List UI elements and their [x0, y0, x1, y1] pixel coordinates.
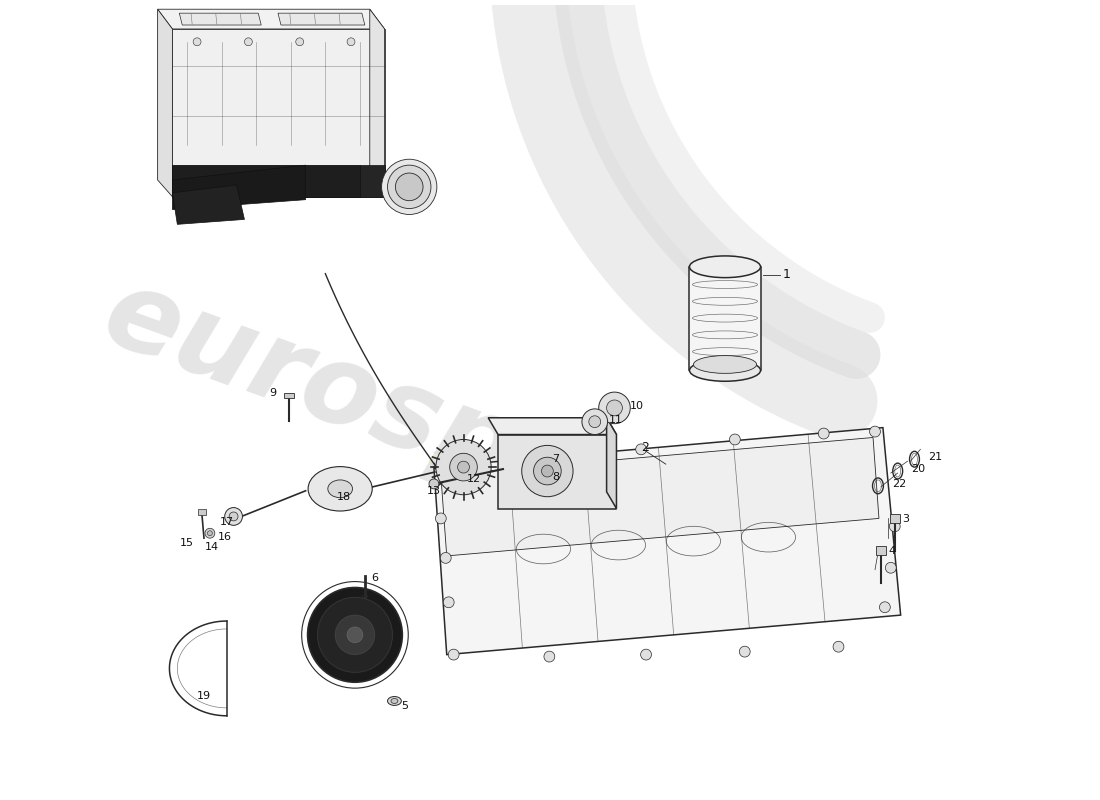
Circle shape	[606, 400, 623, 416]
Circle shape	[582, 409, 607, 434]
Polygon shape	[284, 393, 294, 398]
Polygon shape	[488, 418, 616, 434]
Polygon shape	[876, 546, 886, 555]
Polygon shape	[370, 10, 385, 197]
Polygon shape	[498, 434, 616, 509]
Text: 5: 5	[402, 701, 408, 711]
Polygon shape	[173, 165, 306, 210]
Circle shape	[636, 444, 647, 454]
Circle shape	[818, 428, 829, 439]
Text: 14: 14	[205, 542, 219, 552]
Circle shape	[348, 627, 363, 642]
Circle shape	[588, 416, 601, 428]
Circle shape	[440, 553, 451, 563]
Circle shape	[729, 434, 740, 445]
Circle shape	[348, 38, 355, 46]
Polygon shape	[198, 509, 206, 515]
Polygon shape	[441, 438, 879, 556]
Circle shape	[296, 38, 304, 46]
Text: 9: 9	[270, 388, 276, 398]
Circle shape	[318, 598, 393, 672]
Circle shape	[886, 562, 896, 573]
Ellipse shape	[690, 256, 760, 278]
Text: 11: 11	[608, 414, 623, 425]
Circle shape	[443, 597, 454, 608]
Circle shape	[521, 446, 573, 497]
Text: 15: 15	[180, 538, 195, 548]
Circle shape	[205, 528, 214, 538]
Polygon shape	[606, 418, 616, 509]
Text: 7: 7	[552, 454, 560, 464]
Polygon shape	[690, 266, 760, 370]
Text: 18: 18	[337, 492, 351, 502]
Circle shape	[229, 512, 238, 521]
Circle shape	[543, 651, 554, 662]
Polygon shape	[157, 10, 385, 29]
Polygon shape	[179, 13, 261, 25]
Ellipse shape	[308, 466, 372, 511]
Text: 20: 20	[912, 464, 925, 474]
Text: 3: 3	[903, 514, 910, 525]
Text: 10: 10	[630, 401, 645, 411]
Text: 12: 12	[466, 474, 481, 484]
Polygon shape	[433, 428, 901, 654]
Polygon shape	[157, 10, 173, 197]
Polygon shape	[173, 185, 244, 224]
Text: 16: 16	[218, 532, 232, 542]
Circle shape	[336, 615, 375, 654]
Text: 19: 19	[197, 691, 211, 701]
Circle shape	[534, 458, 561, 485]
Polygon shape	[173, 165, 360, 197]
Circle shape	[436, 513, 447, 524]
Circle shape	[739, 646, 750, 657]
Circle shape	[598, 392, 630, 424]
Circle shape	[436, 439, 491, 494]
Circle shape	[387, 165, 431, 209]
Ellipse shape	[328, 480, 352, 498]
Text: 17: 17	[220, 518, 233, 527]
Circle shape	[879, 602, 890, 613]
Circle shape	[448, 649, 459, 660]
Circle shape	[429, 479, 439, 489]
Text: 6: 6	[371, 573, 377, 582]
Text: 2: 2	[641, 441, 649, 454]
Polygon shape	[173, 29, 385, 197]
Ellipse shape	[387, 697, 402, 706]
Polygon shape	[278, 13, 365, 25]
Circle shape	[542, 456, 553, 466]
Polygon shape	[890, 514, 900, 523]
Ellipse shape	[690, 359, 760, 382]
Circle shape	[450, 454, 477, 481]
Circle shape	[870, 426, 880, 437]
Text: 1: 1	[782, 268, 790, 281]
Circle shape	[194, 38, 201, 46]
Circle shape	[244, 38, 252, 46]
Text: 8: 8	[552, 472, 560, 482]
Circle shape	[448, 470, 459, 482]
Circle shape	[308, 587, 403, 682]
Ellipse shape	[693, 355, 757, 374]
Circle shape	[833, 642, 844, 652]
Circle shape	[640, 649, 651, 660]
Text: a passion for parts since 1985: a passion for parts since 1985	[425, 443, 828, 614]
Circle shape	[458, 461, 470, 473]
Text: 4: 4	[889, 546, 895, 556]
Text: 21: 21	[928, 452, 943, 462]
Polygon shape	[360, 165, 385, 197]
Ellipse shape	[390, 698, 398, 703]
Circle shape	[889, 521, 900, 532]
Text: 22: 22	[892, 479, 906, 489]
Circle shape	[395, 173, 424, 201]
Circle shape	[541, 465, 553, 477]
Text: eurospares: eurospares	[90, 259, 788, 600]
Circle shape	[208, 530, 212, 536]
Circle shape	[224, 507, 242, 526]
Text: 13: 13	[427, 486, 441, 496]
Circle shape	[382, 159, 437, 214]
